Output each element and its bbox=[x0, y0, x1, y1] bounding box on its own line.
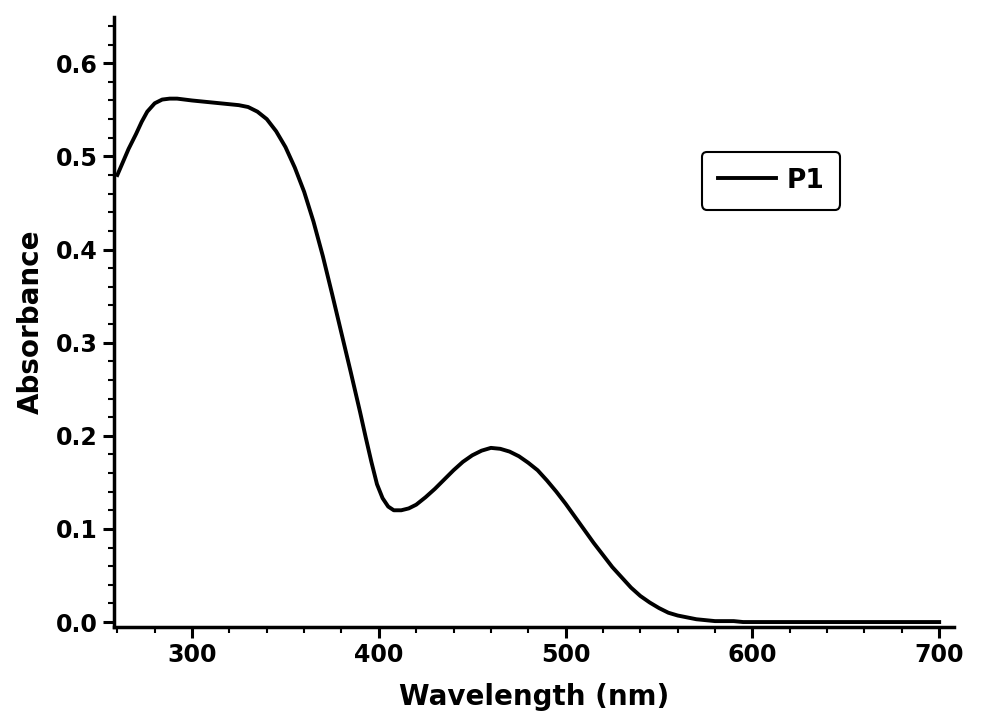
Y-axis label: Absorbance: Absorbance bbox=[17, 229, 44, 414]
X-axis label: Wavelength (nm): Wavelength (nm) bbox=[399, 684, 669, 711]
Legend: P1: P1 bbox=[702, 152, 840, 210]
